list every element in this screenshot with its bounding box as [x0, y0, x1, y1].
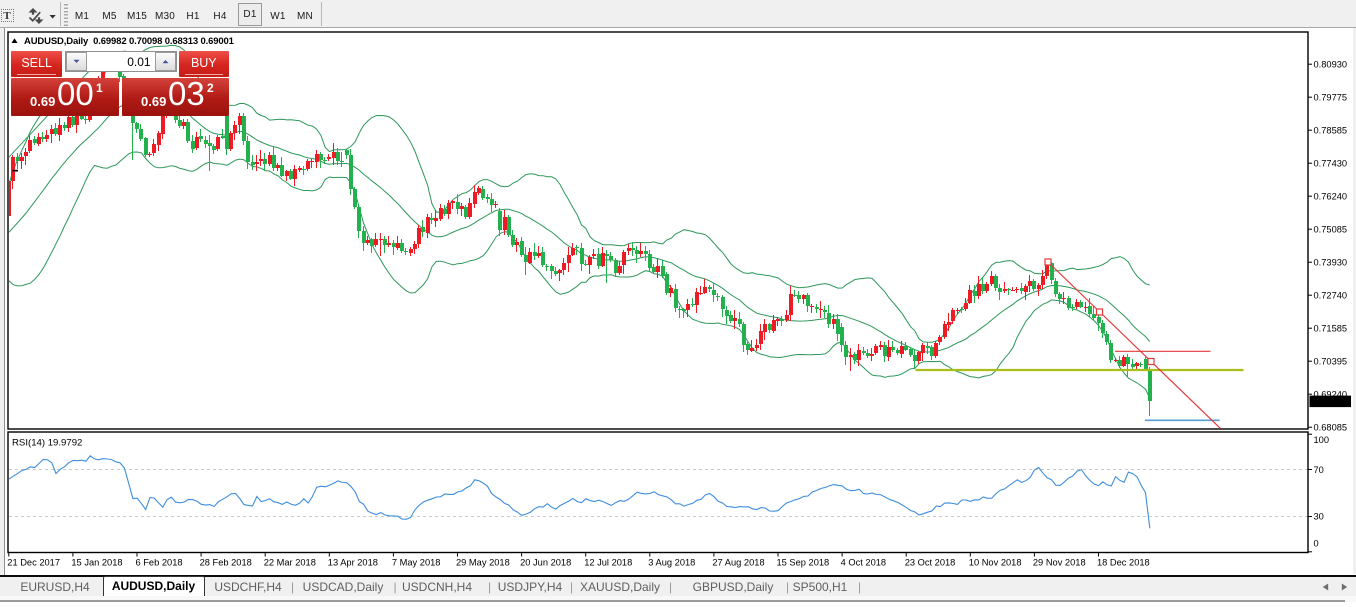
svg-text:22 Mar 2018: 22 Mar 2018 — [264, 558, 316, 568]
svg-text:0.71585: 0.71585 — [1314, 323, 1348, 333]
svg-text:0.75085: 0.75085 — [1314, 224, 1348, 234]
svg-text:18 Dec 2018: 18 Dec 2018 — [1097, 558, 1150, 568]
svg-text:0.72740: 0.72740 — [1314, 290, 1348, 300]
svg-text:100: 100 — [1314, 435, 1330, 445]
svg-text:10 Nov 2018: 10 Nov 2018 — [969, 558, 1022, 568]
svg-text:RSI(14) 19.9792: RSI(14) 19.9792 — [12, 438, 82, 449]
svg-text:20 Jun 2018: 20 Jun 2018 — [520, 558, 571, 568]
svg-text:29 May 2018: 29 May 2018 — [456, 558, 510, 568]
svg-text:3 Aug 2018: 3 Aug 2018 — [648, 558, 695, 568]
svg-text:0.70395: 0.70395 — [1314, 356, 1348, 366]
svg-text:AUDUSD,Daily 0.69982 0.70098: AUDUSD,Daily 0.69982 0.70098 0.68313 0.6… — [24, 36, 235, 47]
svg-text:0.77430: 0.77430 — [1314, 158, 1348, 168]
svg-text:0.78585: 0.78585 — [1314, 125, 1348, 135]
svg-text:30: 30 — [1314, 512, 1324, 522]
svg-text:13 Apr 2018: 13 Apr 2018 — [328, 558, 378, 568]
svg-text:27 Aug 2018: 27 Aug 2018 — [712, 558, 764, 568]
svg-text:70: 70 — [1314, 465, 1324, 475]
svg-text:12 Jul 2018: 12 Jul 2018 — [584, 558, 632, 568]
svg-text:0.79775: 0.79775 — [1314, 92, 1348, 102]
svg-text:23 Oct 2018: 23 Oct 2018 — [905, 558, 956, 568]
svg-text:0.68085: 0.68085 — [1314, 422, 1348, 432]
svg-text:0.69001: 0.69001 — [1314, 397, 1348, 407]
svg-text:0: 0 — [1314, 539, 1319, 549]
svg-text:15 Jan 2018: 15 Jan 2018 — [71, 558, 122, 568]
svg-text:28 Feb 2018: 28 Feb 2018 — [200, 558, 252, 568]
svg-text:0.73930: 0.73930 — [1314, 257, 1348, 267]
svg-text:29 Nov 2018: 29 Nov 2018 — [1033, 558, 1086, 568]
svg-text:0.76240: 0.76240 — [1314, 191, 1348, 201]
svg-text:6 Feb 2018: 6 Feb 2018 — [136, 558, 183, 568]
svg-text:0.80930: 0.80930 — [1314, 59, 1348, 69]
svg-text:15 Sep 2018: 15 Sep 2018 — [777, 558, 830, 568]
svg-text:0.69240: 0.69240 — [1314, 389, 1348, 399]
svg-text:21 Dec 2017: 21 Dec 2017 — [7, 558, 60, 568]
svg-text:4 Oct 2018: 4 Oct 2018 — [841, 558, 886, 568]
svg-text:7 May 2018: 7 May 2018 — [392, 558, 441, 568]
